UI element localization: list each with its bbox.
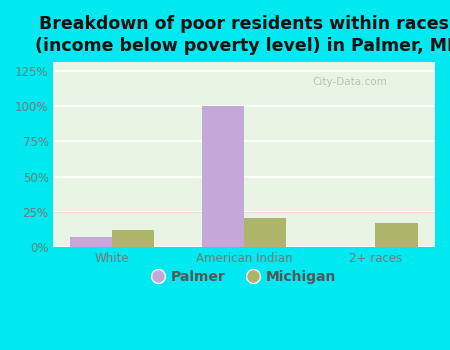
- Bar: [70, 238, 112, 247]
- Text: City-Data.com: City-Data.com: [313, 77, 387, 87]
- Legend: Palmer, Michigan: Palmer, Michigan: [147, 266, 340, 288]
- Bar: [375, 223, 418, 247]
- Bar: [112, 230, 154, 247]
- Bar: [244, 218, 286, 247]
- Title: Breakdown of poor residents within races
(income below poverty level) in Palmer,: Breakdown of poor residents within races…: [35, 15, 450, 55]
- Bar: [202, 106, 244, 247]
